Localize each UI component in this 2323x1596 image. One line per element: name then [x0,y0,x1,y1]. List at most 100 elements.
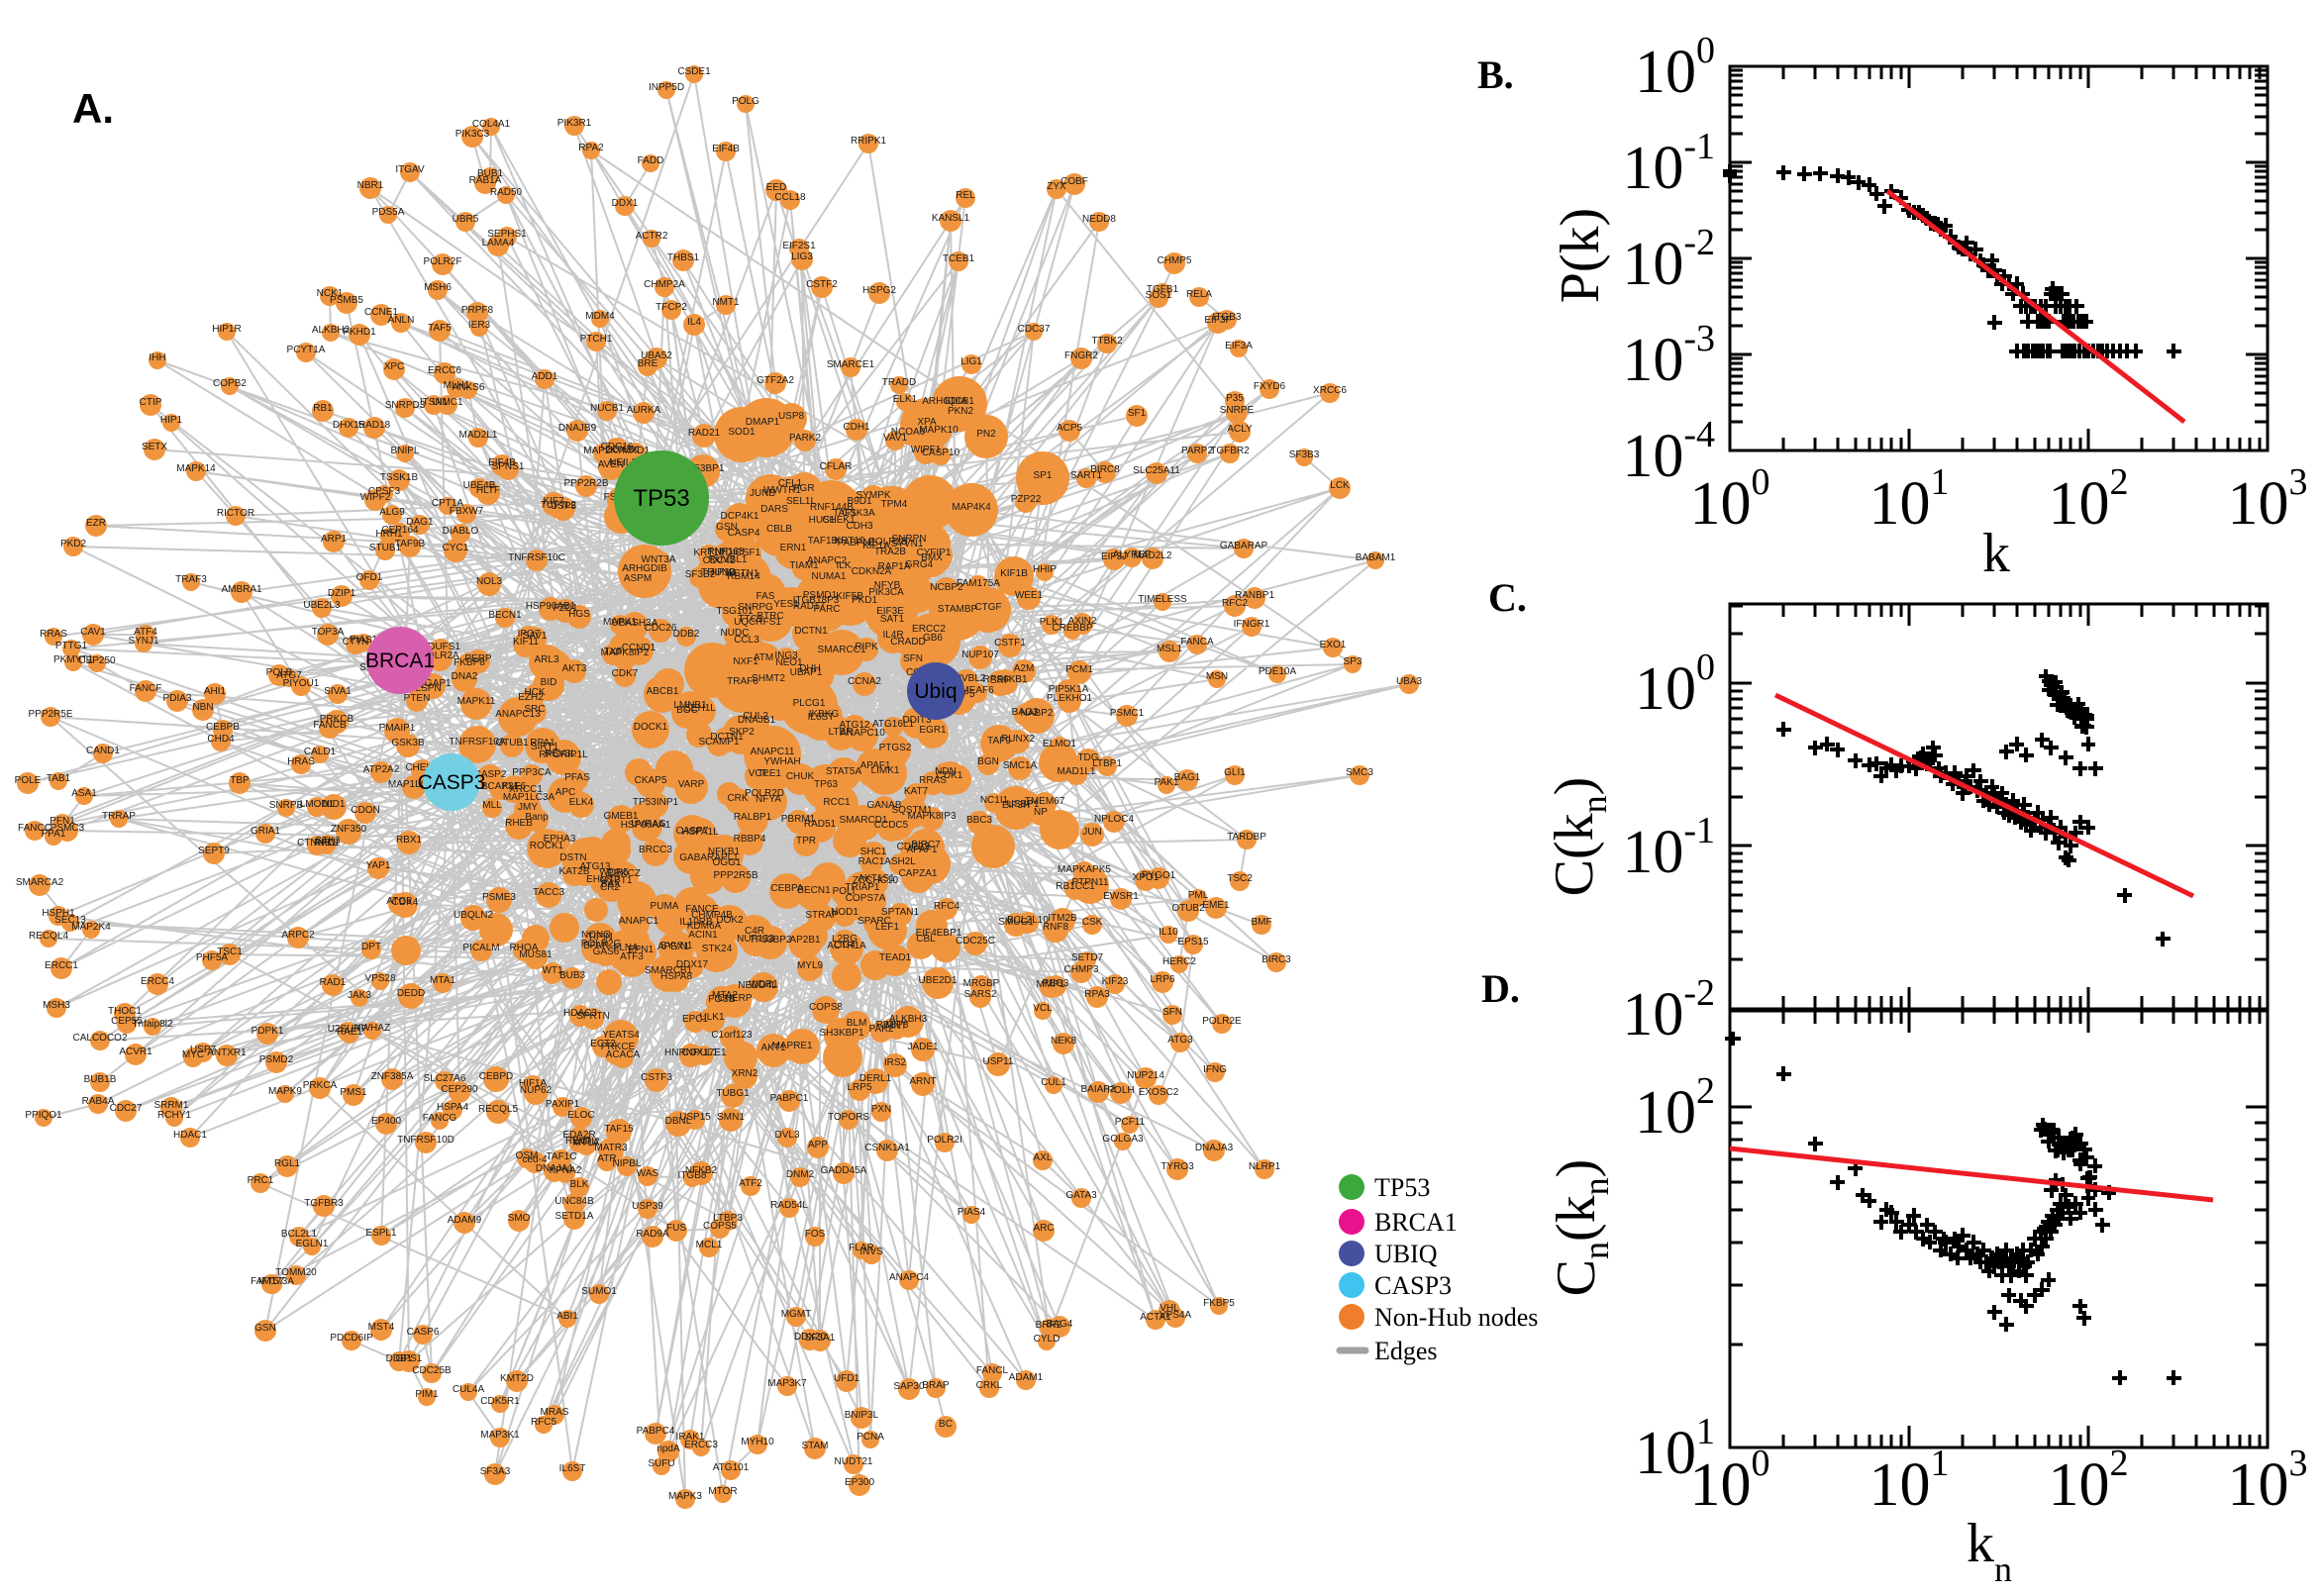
svg-text:ING3: ING3 [774,650,798,661]
svg-text:RAB4A: RAB4A [82,1096,115,1107]
svg-text:TP53: TP53 [633,485,689,512]
svg-text:CRK: CRK [727,793,748,804]
svg-text:BIRC7: BIRC7 [911,840,941,850]
svg-text:VCP: VCP [749,768,769,779]
svg-text:PCM1: PCM1 [1065,664,1093,675]
svg-text:HSPA4: HSPA4 [437,1102,468,1113]
svg-text:FKBP8: FKBP8 [454,657,485,668]
svg-text:SEC13: SEC13 [54,915,86,926]
svg-text:JUN: JUN [1082,827,1101,838]
svg-text:ARHGDIB: ARHGDIB [622,563,667,574]
svg-text:PIYOU1: PIYOU1 [283,678,320,689]
svg-text:PPIQO1: PPIQO1 [25,1110,62,1121]
svg-text:SETD1A: SETD1A [556,1211,594,1222]
svg-text:INVS: INVS [859,1247,883,1257]
svg-text:JADE1: JADE1 [907,1042,939,1052]
svg-text:NEIL1: NEIL1 [609,457,637,468]
svg-text:CEP290: CEP290 [441,1084,478,1095]
svg-text:CBLB: CBLB [766,524,792,535]
svg-text:PFN1: PFN1 [50,816,75,827]
svg-text:PPA1: PPA1 [42,829,66,840]
svg-text:LTBP3: LTBP3 [713,1213,743,1224]
svg-text:WIPF1: WIPF1 [911,445,942,455]
svg-text:RAD21: RAD21 [688,428,721,439]
svg-text:ACVR1: ACVR1 [119,1047,152,1057]
svg-text:NCBP2: NCBP2 [930,582,963,593]
svg-text:HSPH1: HSPH1 [42,908,75,919]
svg-text:MAD2L2: MAD2L2 [1134,550,1172,561]
svg-text:ABI1: ABI1 [556,1311,578,1322]
svg-text:ILK: ILK [836,560,851,571]
svg-text:TX5: TX5 [604,647,623,657]
svg-text:TRAF3: TRAF3 [175,574,207,585]
svg-text:BCAP31: BCAP31 [481,781,520,792]
svg-text:MUS81: MUS81 [519,949,553,960]
svg-text:ALKBH3: ALKBH3 [889,1014,928,1025]
svg-text:ERCC4: ERCC4 [141,976,174,987]
svg-text:SNRPN: SNRPN [891,534,926,545]
svg-text:PZP22: PZP22 [1011,494,1042,505]
svg-text:HUS1: HUS1 [809,515,836,526]
svg-text:CSDE1: CSDE1 [677,66,711,77]
svg-text:SPNS1: SPNS1 [492,461,525,472]
svg-text:SPARC: SPARC [858,916,891,927]
svg-text:CUL4A: CUL4A [453,1384,485,1395]
svg-text:PAK1: PAK1 [1155,777,1179,788]
svg-text:ANTXR1: ANTXR1 [207,1047,247,1058]
svg-text:TP53BP2: TP53BP2 [750,935,792,946]
svg-text:ITSN1: ITSN1 [420,397,449,408]
svg-text:UBIQ: UBIQ [1374,1240,1438,1268]
svg-text:ECT2: ECT2 [590,1039,616,1049]
svg-text:ANLN: ANLN [388,315,415,326]
svg-text:GABARAPL1: GABARAPL1 [679,852,739,863]
svg-text:HSP90AB1: HSP90AB1 [526,601,576,612]
svg-text:POLG: POLG [732,96,759,107]
svg-text:EPS15: EPS15 [1177,937,1209,948]
svg-text:SPRTN: SPRTN [576,1011,610,1022]
svg-text:FAS: FAS [757,591,775,602]
svg-text:RNF8: RNF8 [1043,922,1069,933]
svg-text:AXL: AXL [1034,1152,1053,1163]
svg-text:KLF6: KLF6 [502,781,526,792]
svg-text:HNRNPUL1: HNRNPUL1 [664,1047,718,1058]
svg-text:C1orf123: C1orf123 [711,1030,753,1041]
svg-text:CAPZA1: CAPZA1 [899,868,938,879]
svg-text:DDX1: DDX1 [612,198,639,209]
svg-text:LIMK1: LIMK1 [871,765,900,776]
svg-text:MTA1: MTA1 [430,975,455,986]
svg-text:CDK1: CDK1 [937,770,963,781]
svg-text:ATM: ATM [754,652,773,663]
svg-text:SMARCD1: SMARCD1 [840,815,888,826]
svg-text:EZR: EZR [86,518,106,529]
svg-text:TPM4: TPM4 [881,499,908,510]
svg-text:PSMB5: PSMB5 [330,295,363,306]
svg-text:HRAS: HRAS [287,756,315,767]
svg-text:MSH6: MSH6 [424,282,452,293]
svg-text:APAF1: APAF1 [860,760,891,771]
svg-text:UBE2L3: UBE2L3 [303,600,341,611]
svg-text:PPP3CA: PPP3CA [512,767,552,778]
svg-text:Cn(kn): Cn(kn) [1546,1159,1616,1297]
svg-text:PMAIP1: PMAIP1 [379,723,416,734]
svg-text:SAV1: SAV1 [523,631,548,642]
svg-text:SMUG1: SMUG1 [998,917,1034,928]
svg-text:PN2: PN2 [976,429,996,440]
svg-text:NUP107: NUP107 [961,649,999,660]
svg-text:IL4R: IL4R [882,630,903,641]
svg-text:U2SURP: U2SURP [328,1024,368,1035]
svg-text:ROCK1: ROCK1 [530,841,564,851]
svg-text:TP53BP1: TP53BP1 [682,463,725,474]
svg-text:CHD4: CHD4 [207,734,235,745]
svg-text:PABPN1: PABPN1 [838,538,876,549]
svg-text:CRADD: CRADD [890,637,926,648]
svg-text:RECQL5: RECQL5 [478,1104,518,1115]
svg-text:OTUB2: OTUB2 [1171,903,1205,914]
svg-text:CTIP: CTIP [140,397,162,408]
svg-text:WNT3A: WNT3A [642,554,676,565]
svg-text:EED: EED [766,182,787,193]
svg-text:CDKN2A: CDKN2A [852,566,892,577]
svg-text:SF1: SF1 [1128,408,1147,419]
svg-text:MRAS: MRAS [541,1407,569,1418]
svg-text:GSPT1: GSPT1 [600,875,633,886]
svg-text:SRF: SRF [990,675,1010,686]
